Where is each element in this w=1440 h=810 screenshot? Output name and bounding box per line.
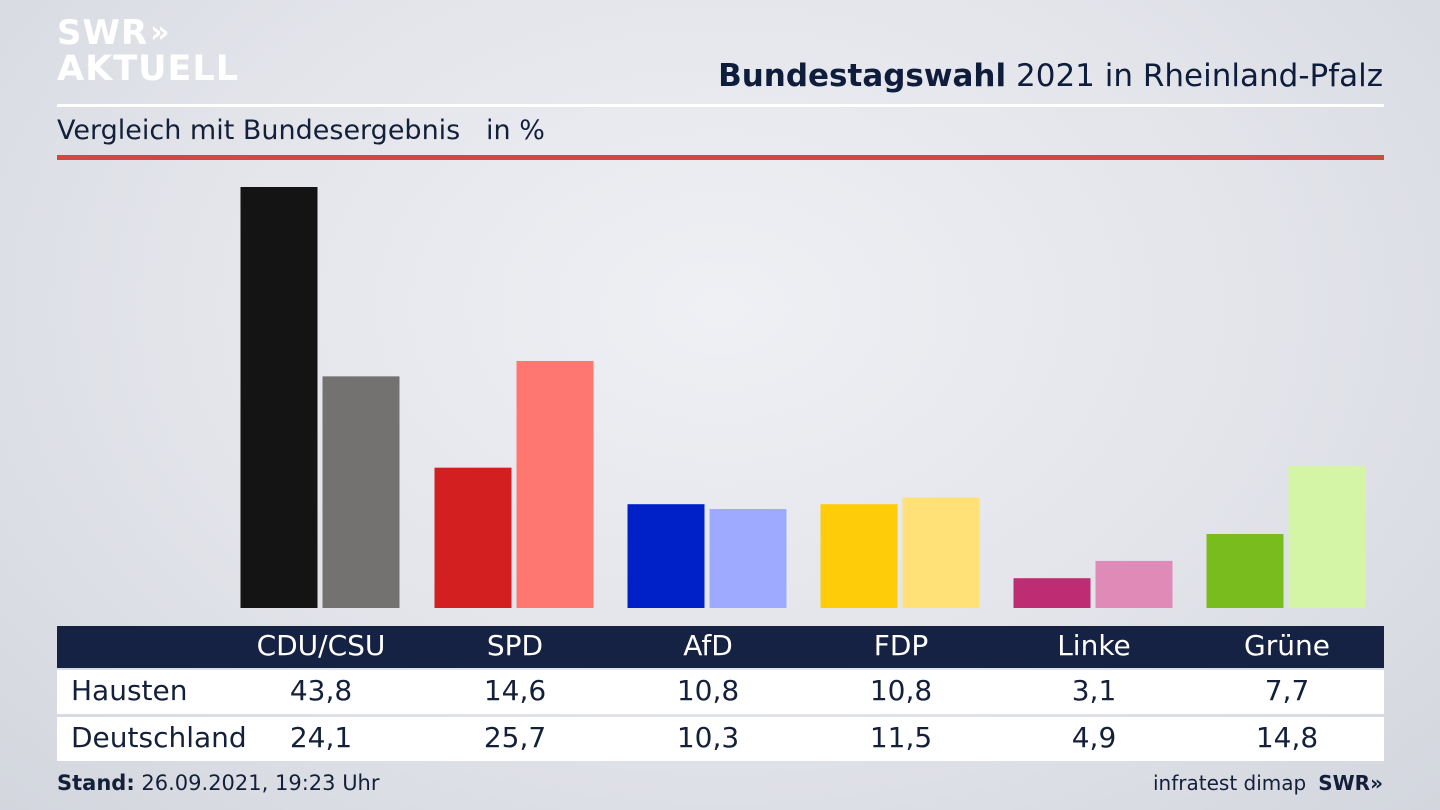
column-header: FDP: [873, 629, 929, 662]
timestamp: Stand: 26.09.2021, 19:23 Uhr: [57, 771, 380, 795]
stand-value: 26.09.2021, 19:23 Uhr: [141, 771, 380, 795]
table-cell: 14,6: [483, 674, 547, 707]
title-rest: 2021 in Rheinland-Pfalz: [1016, 58, 1383, 94]
title-bold: Bundestagswahl: [718, 58, 1007, 94]
table-row-hausten: Hausten 43,8 14,6 10,8 10,8 3,1 7,7: [57, 670, 1384, 714]
table-cell: 14,8: [1255, 721, 1319, 754]
row-label: Deutschland: [71, 721, 247, 754]
stand-label: Stand:: [57, 771, 135, 795]
table-cell: 7,7: [1264, 674, 1310, 707]
table-row-deutschland: Deutschland 24,1 25,7 10,3 11,5 4,9 14,8: [57, 717, 1384, 761]
column-header: CDU/CSU: [256, 629, 386, 662]
bar-cdu-csu-hausten: [240, 187, 318, 608]
table-cell: 10,8: [869, 674, 933, 707]
bar-fdp-hausten: [820, 504, 898, 608]
bar-spd-deutschland: [516, 360, 594, 608]
bar-linke-hausten: [1013, 578, 1091, 608]
swr-aktuell-logo: SWR» AKTUELL: [57, 16, 239, 87]
page-title: Bundestagswahl 2021 in Rheinland-Pfalz: [718, 58, 1383, 94]
table-cell: 25,7: [483, 721, 547, 754]
swr-footer-logo: SWR»: [1318, 771, 1383, 795]
source-credit: infratest dimap SWR»: [1153, 771, 1383, 795]
table-cell: 24,1: [289, 721, 353, 754]
column-header: AfD: [683, 629, 733, 662]
table-cell: 43,8: [289, 674, 353, 707]
table-header-row: CDU/CSU SPD AfD FDP Linke Grüne: [57, 626, 1384, 668]
table-cell: 3,1: [1071, 674, 1117, 707]
row-label: Hausten: [71, 674, 188, 707]
bar-afd-deutschland: [709, 508, 787, 608]
accent-divider: [57, 155, 1384, 160]
table-cell: 4,9: [1071, 721, 1117, 754]
column-header: Grüne: [1244, 629, 1330, 662]
bar-fdp-deutschland: [902, 497, 980, 608]
logo-aktuell-text: AKTUELL: [57, 49, 240, 89]
table-cell: 11,5: [869, 721, 933, 754]
bar-cdu-csu-deutschland: [322, 376, 400, 608]
column-header: Linke: [1057, 629, 1131, 662]
bar-grüne-hausten: [1206, 533, 1284, 608]
table-cell: 10,8: [676, 674, 740, 707]
results-table: CDU/CSU SPD AfD FDP Linke Grüne Hausten 43,8 1…: [57, 626, 1384, 761]
logo-swr-text: SWR: [57, 13, 149, 53]
title-divider: [57, 104, 1384, 107]
table-cell: 10,3: [676, 721, 740, 754]
bar-grüne-deutschland: [1288, 465, 1366, 608]
bar-afd-hausten: [627, 504, 705, 608]
column-header: SPD: [486, 629, 544, 662]
bar-linke-deutschland: [1095, 560, 1173, 608]
chart-subtitle: Vergleich mit Bundesergebnis in %: [57, 115, 545, 146]
bar-spd-hausten: [434, 467, 512, 608]
source-label: infratest dimap: [1153, 771, 1307, 795]
